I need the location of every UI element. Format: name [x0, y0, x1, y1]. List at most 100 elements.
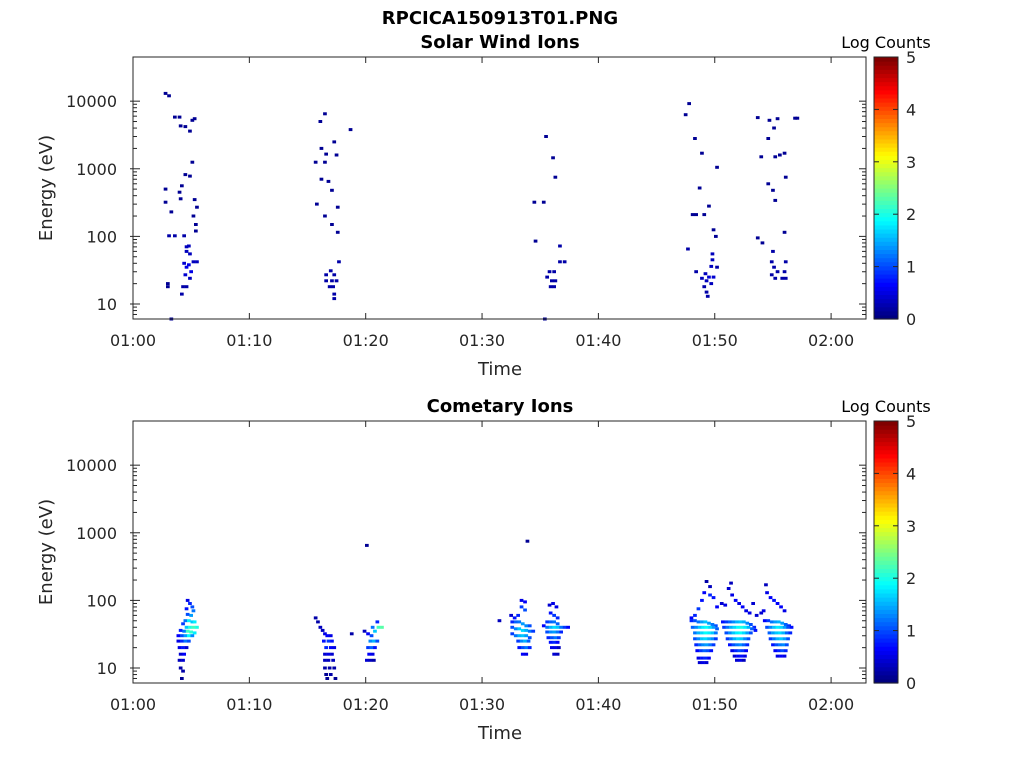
heatmap-cell — [703, 631, 708, 635]
heatmap-cell — [778, 631, 782, 635]
heatmap-cell — [735, 658, 739, 662]
colorbar-segment — [874, 200, 898, 205]
heatmap-cell — [330, 639, 334, 643]
colorbar-tick-label: 0 — [906, 310, 916, 329]
colorbar-segment — [874, 122, 898, 128]
colorbar-segment — [874, 175, 898, 181]
colorbar-segment — [874, 61, 898, 66]
heatmap-cell — [332, 297, 337, 301]
heatmap-cell — [184, 285, 189, 289]
heatmap-cell — [742, 620, 746, 624]
heatmap-cell — [694, 643, 698, 647]
colorbar-segment — [874, 560, 898, 565]
heatmap-cell — [732, 637, 737, 641]
panel-cometary-ions: 01:00 01:10 01:20 01:30 01:40 01:50 02:0010100… — [36, 396, 931, 744]
heatmap-cell — [708, 593, 712, 597]
heatmap-cell — [739, 625, 744, 629]
heatmap-cell — [708, 643, 712, 647]
heatmap-cell — [710, 258, 715, 262]
x-tick-label: 01:40 — [575, 695, 621, 714]
heatmap-cell — [184, 646, 189, 650]
heatmap-cell — [693, 637, 697, 641]
heatmap-cell — [313, 160, 318, 164]
colorbar-segment — [874, 625, 898, 631]
heatmap-cell — [334, 279, 339, 283]
heatmap-cell — [729, 625, 733, 629]
heatmap-cell — [333, 677, 338, 680]
heatmap-cell — [752, 625, 757, 629]
heatmap-cell — [724, 620, 729, 624]
heatmap-cell — [555, 616, 560, 620]
heatmap-cell — [552, 620, 556, 624]
colorbar-segment — [874, 556, 898, 561]
heatmap-cell — [323, 666, 327, 670]
heatmap-cell — [323, 632, 327, 636]
heatmap-cell — [553, 279, 558, 283]
colorbar-segment — [874, 666, 898, 672]
heatmap-cell — [188, 625, 192, 629]
heatmap-cell — [512, 616, 517, 620]
heatmap-cell — [783, 623, 788, 626]
colorbar-segment — [874, 421, 898, 426]
heatmap-cell — [183, 634, 188, 638]
heatmap-cell — [173, 115, 177, 119]
heatmap-cell — [334, 153, 339, 157]
heatmap-cell — [745, 631, 750, 635]
colorbar-segment — [874, 142, 898, 148]
colorbar-segment — [874, 220, 898, 226]
heatmap-cell — [322, 639, 326, 643]
heatmap-cell — [761, 609, 766, 613]
colorbar-segment — [874, 621, 898, 627]
colorbar-segment — [874, 478, 898, 483]
heatmap-cell — [750, 627, 754, 631]
heatmap-cell — [188, 602, 192, 605]
heatmap-cell — [714, 631, 718, 635]
heatmap-cell — [323, 658, 327, 662]
heatmap-cell — [190, 605, 195, 609]
heatmap-cell — [722, 625, 726, 629]
heatmap-cell — [532, 200, 537, 204]
heatmap-cell — [704, 279, 709, 283]
colorbar-segment — [874, 637, 898, 643]
colorbar-segment — [874, 106, 898, 111]
heatmap-cell — [782, 637, 787, 641]
colorbar-segment — [874, 425, 898, 430]
heatmap-cell — [728, 643, 732, 647]
heatmap-cell — [766, 137, 771, 140]
heatmap-cell — [181, 669, 185, 673]
heatmap-cell — [775, 270, 780, 274]
colorbar-segment — [874, 547, 898, 553]
colorbar-segment — [874, 233, 898, 238]
heatmap-cell — [183, 639, 188, 643]
heatmap-cell — [779, 654, 783, 658]
heatmap-cell — [694, 213, 698, 217]
heatmap-cell — [520, 634, 525, 638]
heatmap-cell — [516, 613, 520, 617]
heatmap-cell — [163, 91, 168, 95]
heatmap-cell — [700, 631, 704, 635]
heatmap-cell — [324, 152, 328, 156]
heatmap-cell — [782, 270, 787, 274]
heatmap-cell — [167, 94, 171, 98]
heatmap-cell — [689, 619, 694, 623]
panels: 01:00 01:10 01:20 01:30 01:40 01:50 02:0010100… — [36, 32, 931, 744]
heatmap-cell — [325, 677, 330, 680]
heatmap-cell — [696, 620, 701, 624]
colorbar-segment — [874, 93, 898, 99]
heatmap-cell — [188, 174, 192, 178]
heatmap-cell — [710, 631, 715, 635]
heatmap-cell — [773, 620, 778, 624]
colorbar-segment — [874, 461, 898, 467]
heatmap-cell — [190, 634, 195, 638]
heatmap-cell — [331, 285, 335, 289]
heatmap-cell — [550, 636, 554, 640]
heatmap-cell — [782, 151, 787, 155]
heatmap-cell — [192, 117, 197, 121]
heatmap-cell — [166, 282, 170, 286]
heatmap-cell — [323, 214, 327, 218]
heatmap-cell — [735, 643, 739, 647]
heatmap-cell — [192, 620, 197, 624]
heatmap-cell — [705, 649, 710, 653]
heatmap-cell — [326, 639, 331, 643]
heatmap-cell — [328, 673, 333, 676]
